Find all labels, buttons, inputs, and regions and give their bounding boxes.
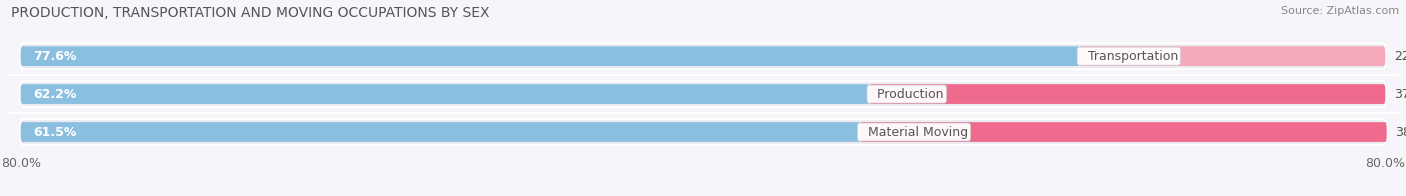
Text: 37.8%: 37.8% <box>1393 88 1406 101</box>
FancyBboxPatch shape <box>21 119 1385 145</box>
Text: Transportation: Transportation <box>1080 50 1178 63</box>
FancyBboxPatch shape <box>1080 46 1385 66</box>
FancyBboxPatch shape <box>21 46 1080 66</box>
FancyBboxPatch shape <box>21 81 1385 107</box>
FancyBboxPatch shape <box>21 43 1385 69</box>
FancyBboxPatch shape <box>21 84 869 104</box>
Text: 77.6%: 77.6% <box>34 50 77 63</box>
Text: Source: ZipAtlas.com: Source: ZipAtlas.com <box>1281 6 1399 16</box>
Text: 38.6%: 38.6% <box>1395 125 1406 139</box>
Text: 22.4%: 22.4% <box>1393 50 1406 63</box>
Text: Production: Production <box>869 88 943 101</box>
Text: 61.5%: 61.5% <box>34 125 77 139</box>
Text: PRODUCTION, TRANSPORTATION AND MOVING OCCUPATIONS BY SEX: PRODUCTION, TRANSPORTATION AND MOVING OC… <box>11 6 489 20</box>
Text: 62.2%: 62.2% <box>34 88 77 101</box>
FancyBboxPatch shape <box>860 122 1386 142</box>
Text: Material Moving: Material Moving <box>860 125 969 139</box>
FancyBboxPatch shape <box>869 84 1385 104</box>
FancyBboxPatch shape <box>21 122 860 142</box>
